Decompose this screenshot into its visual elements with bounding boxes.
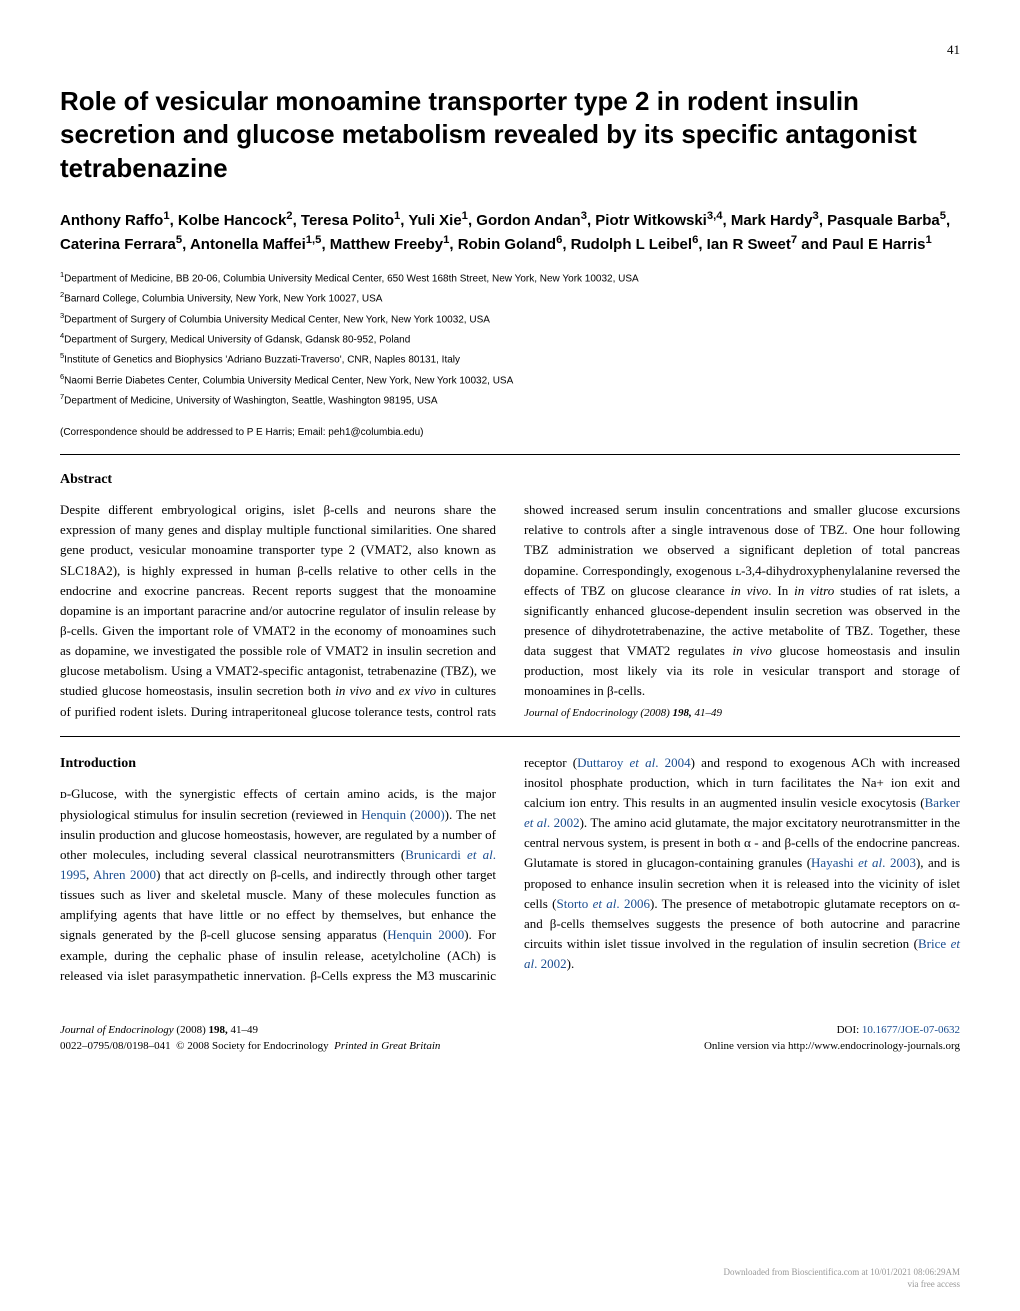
introduction-heading: Introduction [60,753,496,775]
footer-right-line2: Online version via http://www.endocrinol… [704,1038,960,1055]
section-divider [60,736,960,737]
affiliation-line: 3Department of Surgery of Columbia Unive… [60,310,960,328]
affiliation-line: 1Department of Medicine, BB 20-06, Colum… [60,269,960,287]
abstract-body: Despite different embryological origins,… [60,500,960,722]
page-footer: Journal of Endocrinology (2008) 198, 41–… [60,1022,960,1055]
section-divider [60,454,960,455]
author-list: Anthony Raffo1, Kolbe Hancock2, Teresa P… [60,208,960,257]
affiliation-line: 5Institute of Genetics and Biophysics 'A… [60,350,960,368]
affiliations: 1Department of Medicine, BB 20-06, Colum… [60,269,960,409]
introduction-text: ᴅ-Glucose, with the synergistic effects … [60,753,960,986]
affiliation-line: 2Barnard College, Columbia University, N… [60,289,960,307]
abstract-text: Despite different embryological origins,… [60,502,960,718]
footer-right-line1: DOI: 10.1677/JOE-07-0632 [704,1022,960,1039]
affiliation-line: 6Naomi Berrie Diabetes Center, Columbia … [60,371,960,389]
abstract-journal-line: Journal of Endocrinology (2008) 198, 41–… [524,707,722,719]
footer-left-line2: 0022–0795/08/0198–041 © 2008 Society for… [60,1038,440,1055]
article-title: Role of vesicular monoamine transporter … [60,85,960,186]
watermark-line2: via free access [724,1278,960,1291]
correspondence: (Correspondence should be addressed to P… [60,425,960,440]
watermark-line1: Downloaded from Bioscientifica.com at 10… [724,1266,960,1279]
download-watermark: Downloaded from Bioscientifica.com at 10… [724,1266,960,1291]
page-number: 41 [60,40,960,60]
affiliation-line: 7Department of Medicine, University of W… [60,391,960,409]
affiliation-line: 4Department of Surgery, Medical Universi… [60,330,960,348]
footer-left-line1: Journal of Endocrinology (2008) 198, 41–… [60,1022,440,1039]
abstract-heading: Abstract [60,469,960,490]
introduction-body: Introduction ᴅ-Glucose, with the synergi… [60,753,960,986]
